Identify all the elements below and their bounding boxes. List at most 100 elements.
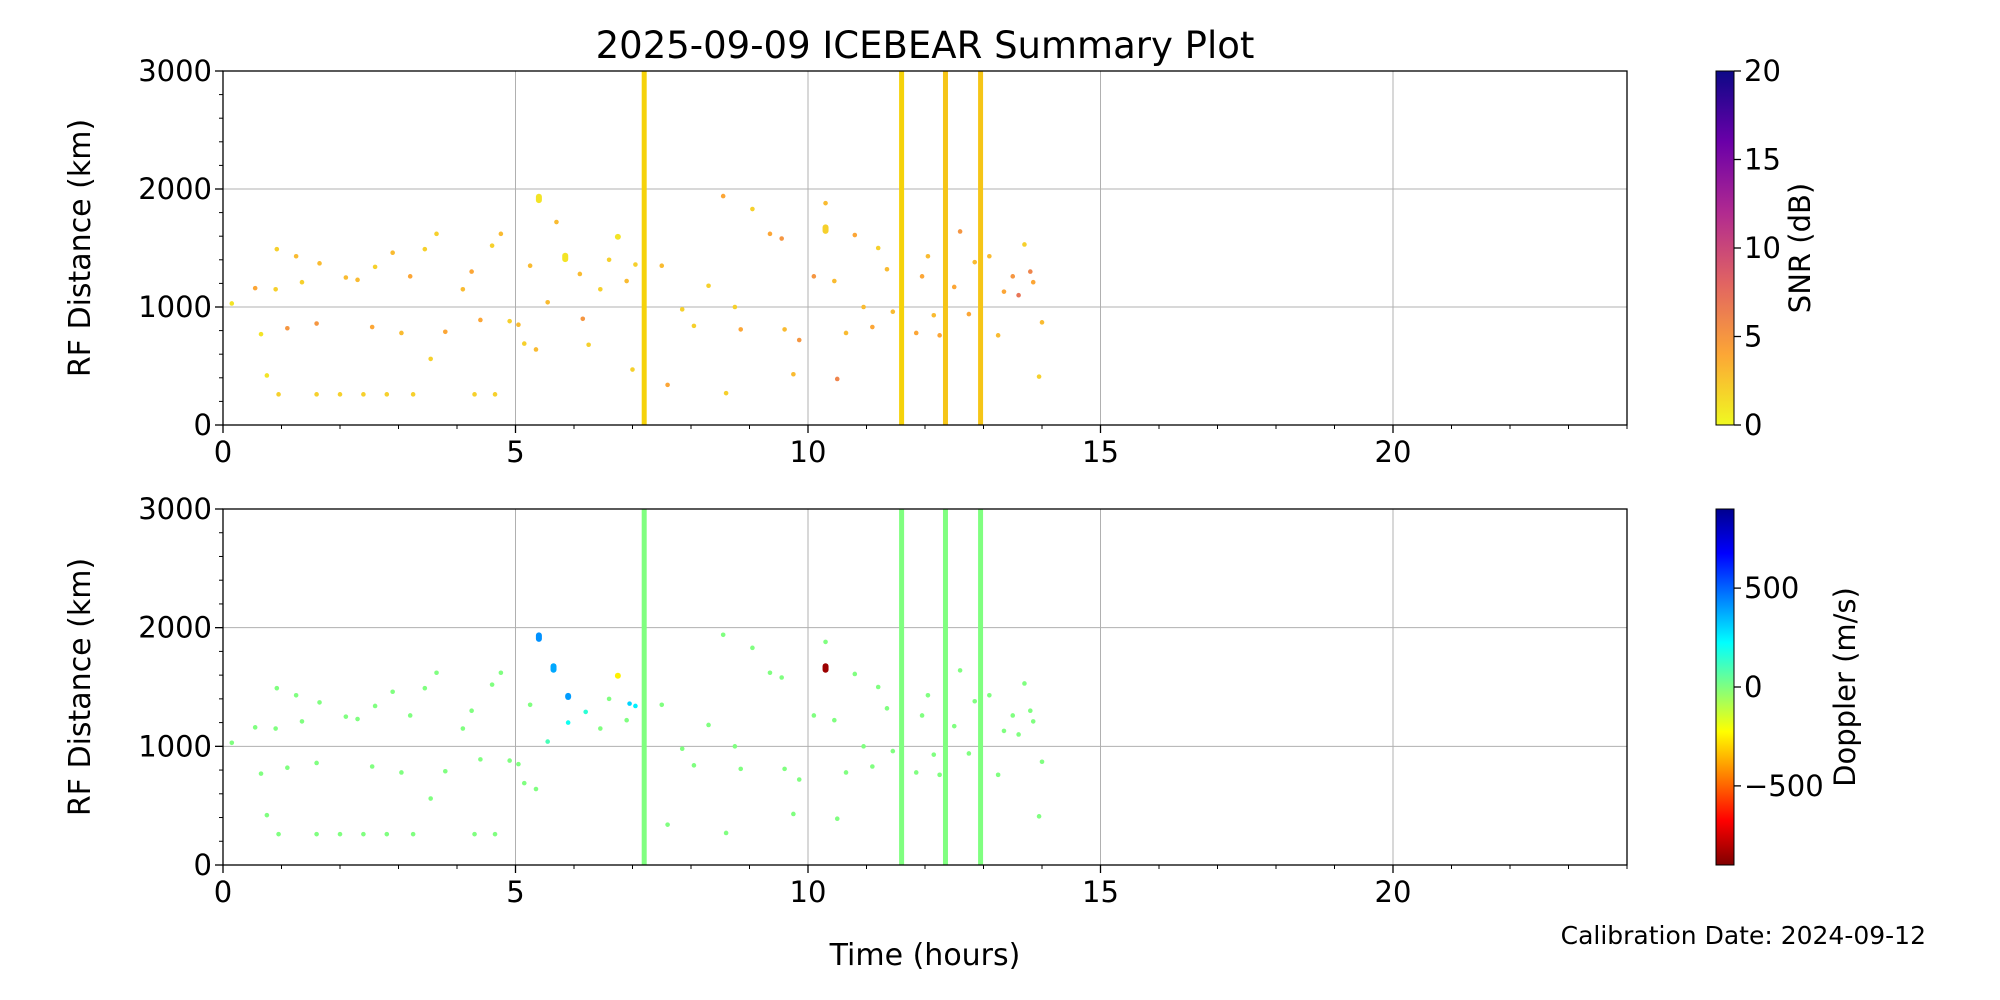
scatter-point bbox=[390, 250, 395, 256]
bottom-ylabel: RF Distance (km) bbox=[63, 558, 98, 816]
scatter-point bbox=[1030, 719, 1036, 724]
doppler-colorbar-label: Doppler (m/s) bbox=[1828, 587, 1862, 787]
scatter-point bbox=[791, 371, 796, 377]
scatter-point bbox=[583, 709, 588, 715]
scatter-point bbox=[264, 373, 270, 378]
streak-mark bbox=[942, 71, 948, 425]
scatter-point bbox=[890, 309, 896, 315]
scatter-point bbox=[516, 322, 521, 328]
top-points bbox=[229, 193, 1045, 397]
scatter-point bbox=[665, 822, 670, 827]
scatter-point bbox=[293, 693, 299, 698]
scatter-point bbox=[823, 639, 828, 645]
scatter-point bbox=[966, 751, 972, 756]
scatter-point bbox=[577, 271, 583, 277]
scatter-point bbox=[516, 761, 521, 767]
scatter-point bbox=[369, 324, 375, 330]
scatter-point bbox=[472, 392, 477, 397]
scatter-point bbox=[428, 796, 433, 801]
doppler-colorbar-ticks: −500 0 500 bbox=[1734, 571, 1824, 803]
scatter-point bbox=[273, 726, 278, 731]
scatter-point bbox=[633, 703, 638, 709]
scatter-point bbox=[1028, 708, 1033, 714]
figure-title: 2025-09-09 ICEBEAR Summary Plot bbox=[596, 24, 1255, 67]
bottom-axis-ticks: 0 5 10 15 20 0 1000 2000 3000 bbox=[138, 492, 1628, 909]
scatter-point bbox=[443, 329, 448, 335]
scatter-point bbox=[919, 713, 925, 718]
scatter-point bbox=[498, 231, 504, 237]
scatter-point bbox=[627, 701, 632, 706]
scatter-point bbox=[507, 318, 512, 324]
scatter-point bbox=[314, 321, 319, 326]
cluster-mark bbox=[822, 224, 829, 234]
scatter-point bbox=[314, 392, 319, 397]
scatter-point bbox=[738, 766, 744, 772]
scatter-point bbox=[545, 739, 550, 744]
colorbar-tick-label: 0 bbox=[1744, 670, 1762, 704]
scatter-point bbox=[1016, 292, 1021, 298]
scatter-point bbox=[317, 261, 322, 266]
scatter-point bbox=[410, 831, 416, 837]
scatter-point bbox=[919, 274, 925, 279]
scatter-point bbox=[811, 274, 817, 279]
scatter-point bbox=[343, 714, 349, 719]
scatter-point bbox=[443, 768, 448, 774]
scatter-point bbox=[285, 765, 290, 770]
scatter-point bbox=[258, 771, 264, 776]
scatter-point bbox=[750, 645, 755, 651]
scatter-point bbox=[1039, 320, 1045, 325]
x-axis-label: Time (hours) bbox=[829, 938, 1021, 973]
y-tick-label: 1000 bbox=[138, 290, 212, 324]
scatter-point bbox=[361, 392, 366, 397]
scatter-point bbox=[229, 301, 235, 306]
scatter-point bbox=[1010, 713, 1016, 718]
scatter-point bbox=[931, 312, 937, 318]
bottom-panel: 0 5 10 15 20 0 1000 2000 3000 RF Distance (km) T… bbox=[63, 492, 1628, 973]
scatter-point bbox=[545, 299, 550, 305]
scatter-point bbox=[779, 675, 784, 680]
scatter-point bbox=[1001, 289, 1007, 294]
scatter-point bbox=[492, 831, 498, 837]
scatter-point bbox=[796, 777, 802, 782]
scatter-point bbox=[521, 341, 527, 346]
scatter-point bbox=[995, 772, 1001, 778]
scatter-point bbox=[951, 284, 957, 290]
bottom-points bbox=[229, 632, 1045, 837]
y-tick-label: 3000 bbox=[138, 492, 212, 526]
x-tick-label: 5 bbox=[506, 875, 524, 909]
x-tick-label: 20 bbox=[1375, 875, 1412, 909]
cluster-mark bbox=[822, 663, 829, 673]
scatter-point bbox=[987, 253, 992, 259]
scatter-point bbox=[1001, 728, 1007, 734]
x-tick-label: 15 bbox=[1082, 875, 1119, 909]
scatter-point bbox=[390, 689, 395, 695]
scatter-point bbox=[314, 760, 319, 766]
scatter-point bbox=[782, 766, 787, 772]
scatter-point bbox=[460, 287, 466, 292]
scatter-point bbox=[489, 682, 495, 687]
scatter-point bbox=[832, 717, 837, 723]
scatter-point bbox=[1036, 814, 1042, 819]
scatter-point bbox=[565, 720, 571, 725]
scatter-point bbox=[811, 713, 817, 718]
y-tick-label: 2000 bbox=[138, 611, 212, 645]
cluster-mark bbox=[614, 672, 621, 679]
scatter-point bbox=[913, 330, 919, 336]
scatter-point bbox=[832, 278, 837, 284]
scatter-point bbox=[472, 831, 477, 837]
scatter-point bbox=[738, 327, 744, 332]
scatter-point bbox=[913, 770, 919, 775]
scatter-point bbox=[861, 304, 866, 310]
scatter-point bbox=[372, 264, 378, 270]
scatter-point bbox=[925, 693, 931, 698]
scatter-point bbox=[489, 243, 495, 248]
scatter-point bbox=[691, 323, 697, 329]
scatter-point bbox=[428, 356, 433, 362]
colorbar-tick-label: 500 bbox=[1744, 571, 1799, 605]
scatter-point bbox=[317, 700, 322, 705]
scatter-point bbox=[767, 231, 773, 237]
cluster-mark bbox=[535, 193, 542, 204]
scatter-point bbox=[498, 670, 504, 676]
